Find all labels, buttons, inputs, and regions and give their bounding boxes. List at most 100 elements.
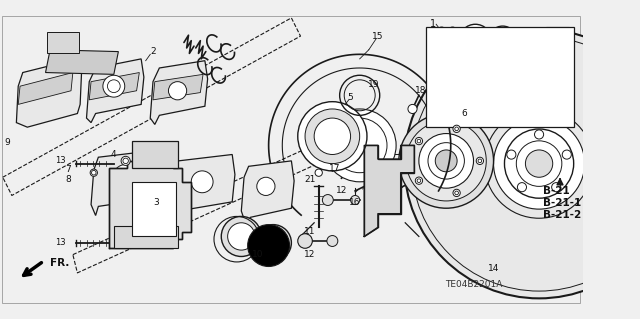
Circle shape (516, 141, 562, 186)
Circle shape (466, 32, 484, 50)
Text: B-21-2: B-21-2 (543, 210, 581, 219)
Circle shape (437, 107, 450, 120)
Text: 12: 12 (336, 186, 347, 196)
Circle shape (463, 28, 488, 53)
Polygon shape (551, 32, 564, 45)
Bar (132, 141, 177, 168)
Text: 18: 18 (415, 86, 426, 95)
Circle shape (118, 170, 133, 184)
Circle shape (408, 104, 417, 114)
Circle shape (459, 24, 492, 57)
Circle shape (504, 103, 520, 120)
Circle shape (417, 139, 420, 143)
Circle shape (103, 75, 125, 97)
Circle shape (476, 157, 484, 165)
Circle shape (228, 223, 255, 250)
Text: 1: 1 (429, 19, 436, 29)
Polygon shape (89, 72, 140, 100)
Circle shape (168, 82, 187, 100)
Text: 3: 3 (154, 198, 159, 207)
Circle shape (472, 113, 480, 120)
Circle shape (417, 179, 420, 182)
Circle shape (507, 150, 516, 159)
Polygon shape (547, 27, 569, 50)
Polygon shape (45, 50, 118, 74)
Text: 8: 8 (65, 174, 71, 183)
Text: 10: 10 (252, 250, 264, 259)
Circle shape (351, 196, 360, 204)
Polygon shape (86, 59, 144, 122)
Circle shape (495, 33, 510, 48)
Circle shape (550, 33, 556, 39)
Circle shape (517, 182, 527, 192)
Circle shape (327, 235, 338, 247)
Circle shape (456, 107, 463, 115)
Polygon shape (153, 74, 203, 100)
Circle shape (255, 225, 291, 261)
Polygon shape (18, 72, 73, 104)
Circle shape (315, 169, 323, 176)
Polygon shape (241, 161, 294, 225)
Circle shape (314, 118, 351, 154)
Circle shape (484, 109, 594, 218)
Circle shape (428, 143, 465, 179)
Circle shape (453, 125, 460, 132)
Circle shape (539, 35, 545, 41)
Circle shape (520, 35, 527, 41)
Circle shape (455, 191, 458, 195)
Text: 15: 15 (372, 32, 383, 41)
Circle shape (121, 156, 130, 166)
Circle shape (493, 118, 584, 209)
Text: 12: 12 (304, 250, 316, 259)
Circle shape (630, 150, 639, 159)
Polygon shape (109, 161, 191, 248)
Polygon shape (171, 154, 235, 220)
Circle shape (113, 165, 138, 190)
Circle shape (534, 130, 543, 139)
Circle shape (399, 114, 493, 208)
Text: FR.: FR. (50, 258, 70, 268)
Circle shape (437, 27, 446, 36)
Circle shape (419, 134, 474, 188)
Circle shape (123, 158, 129, 164)
Circle shape (261, 231, 285, 255)
Text: 2: 2 (150, 47, 156, 56)
Circle shape (108, 80, 120, 93)
Text: 13: 13 (55, 238, 65, 247)
Text: B-21: B-21 (543, 186, 570, 196)
Circle shape (467, 111, 474, 118)
Circle shape (562, 150, 572, 159)
Polygon shape (364, 145, 414, 236)
Text: 7: 7 (65, 166, 71, 174)
Circle shape (451, 29, 455, 34)
Circle shape (529, 35, 536, 41)
Circle shape (440, 29, 444, 34)
Circle shape (492, 30, 513, 52)
Circle shape (461, 109, 469, 116)
Circle shape (632, 152, 637, 157)
Circle shape (525, 150, 553, 177)
Circle shape (90, 169, 97, 176)
Text: 6: 6 (461, 109, 467, 118)
Circle shape (332, 118, 387, 173)
Circle shape (221, 216, 261, 256)
Circle shape (191, 171, 213, 193)
Text: 19: 19 (367, 80, 379, 89)
Circle shape (478, 159, 482, 163)
Text: 17: 17 (330, 164, 341, 173)
Circle shape (404, 29, 640, 298)
Circle shape (525, 35, 531, 41)
Circle shape (406, 121, 486, 201)
Circle shape (491, 106, 502, 117)
Bar (132, 182, 176, 236)
Circle shape (504, 129, 573, 198)
Circle shape (323, 195, 333, 205)
Polygon shape (150, 61, 207, 124)
Bar (630, 150, 640, 177)
Circle shape (455, 127, 458, 131)
Text: 5: 5 (348, 93, 353, 102)
Text: 11: 11 (304, 227, 316, 236)
Circle shape (257, 177, 275, 196)
Text: TE04B2201A: TE04B2201A (445, 280, 502, 289)
Bar (426, 27, 573, 127)
